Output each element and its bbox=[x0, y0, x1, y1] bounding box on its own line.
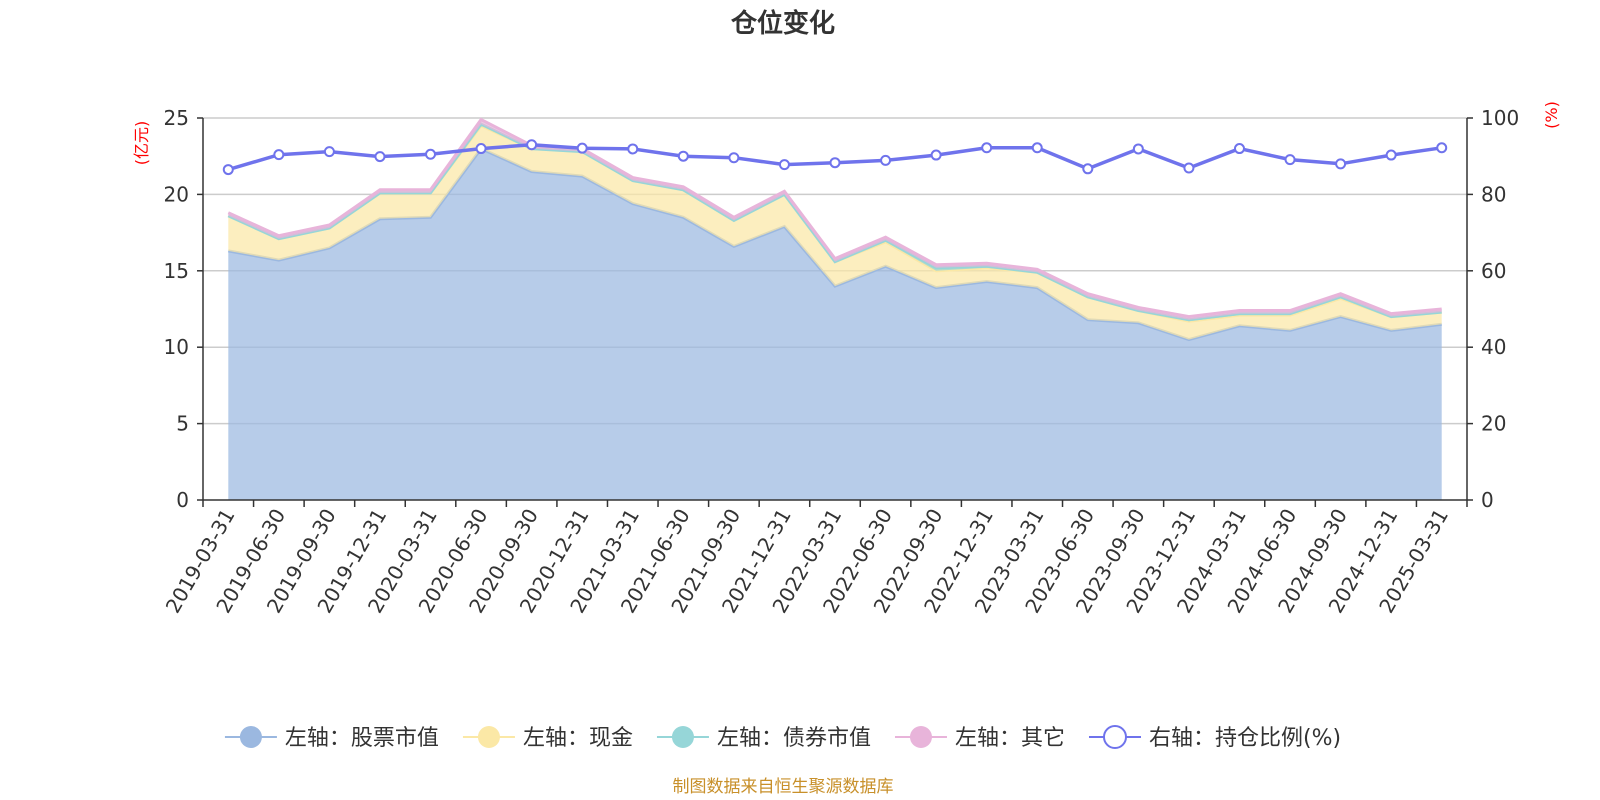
ratio-point[interactable] bbox=[1233, 143, 1245, 155]
ratio-point[interactable] bbox=[374, 151, 386, 163]
right-tick-label: 20 bbox=[1481, 412, 1506, 436]
ratio-point[interactable] bbox=[728, 152, 740, 164]
legend-item[interactable]: 右轴：持仓比例(%) bbox=[1088, 725, 1341, 751]
ratio-point[interactable] bbox=[1031, 142, 1043, 154]
data-source-note: 制图数据来自恒生聚源数据库 bbox=[673, 777, 894, 797]
left-axis-unit: (亿元) bbox=[132, 121, 151, 166]
right-tick-label: 100 bbox=[1481, 106, 1519, 130]
legend-circle-icon bbox=[671, 726, 694, 748]
ratio-point[interactable] bbox=[576, 142, 588, 154]
ratio-point[interactable] bbox=[425, 148, 437, 160]
ratio-point[interactable] bbox=[1132, 143, 1144, 155]
ratio-point[interactable] bbox=[677, 150, 689, 162]
left-tick-label: 5 bbox=[176, 412, 189, 436]
area-左轴：股票市值 bbox=[228, 148, 1442, 500]
left-tick-label: 20 bbox=[164, 182, 189, 206]
holding-ratio-line bbox=[222, 139, 1448, 176]
legend-item[interactable]: 左轴：其它 bbox=[894, 726, 1065, 751]
legend-circle-icon bbox=[477, 726, 500, 748]
ratio-point[interactable] bbox=[1082, 163, 1094, 175]
legend-label: 左轴：股票市值 bbox=[285, 726, 439, 751]
ratio-point[interactable] bbox=[981, 142, 993, 154]
right-tick-label: 0 bbox=[1481, 488, 1494, 512]
legend-label: 右轴：持仓比例(%) bbox=[1149, 726, 1341, 751]
right-axis-unit: (%) bbox=[1542, 101, 1561, 129]
left-tick-label: 15 bbox=[164, 259, 189, 283]
ratio-point[interactable] bbox=[1284, 154, 1296, 166]
legend-item[interactable]: 左轴：债券市值 bbox=[656, 726, 871, 751]
legend-circle-icon bbox=[909, 726, 932, 748]
ratio-point[interactable] bbox=[829, 157, 841, 169]
legend-label: 左轴：其它 bbox=[955, 726, 1065, 751]
area-左轴：现金 bbox=[228, 125, 1442, 340]
right-tick-label: 40 bbox=[1481, 335, 1506, 359]
ratio-point[interactable] bbox=[1385, 149, 1397, 161]
ratio-point[interactable] bbox=[323, 146, 335, 158]
ratio-point[interactable] bbox=[1436, 142, 1448, 154]
ratio-point[interactable] bbox=[627, 143, 639, 155]
ratio-point[interactable] bbox=[930, 149, 942, 161]
stacked-areas bbox=[227, 117, 1442, 500]
legend[interactable]: 左轴：股票市值 左轴：现金 左轴：债券市值 左轴：其它 右轴：持仓比例(%) bbox=[224, 725, 1341, 751]
ratio-point[interactable] bbox=[475, 143, 487, 155]
ratio-point[interactable] bbox=[778, 159, 790, 171]
legend-label: 左轴：现金 bbox=[523, 726, 633, 751]
ratio-point[interactable] bbox=[1183, 162, 1195, 174]
left-tick-label: 10 bbox=[164, 335, 189, 359]
left-tick-label: 0 bbox=[176, 488, 189, 512]
left-tick-label: 25 bbox=[164, 106, 189, 130]
ratio-point[interactable] bbox=[526, 139, 538, 151]
legend-hollow-circle-icon bbox=[1102, 725, 1127, 749]
ratio-point[interactable] bbox=[273, 149, 285, 161]
ratio-point[interactable] bbox=[1335, 158, 1347, 170]
legend-item[interactable]: 左轴：现金 bbox=[462, 726, 633, 751]
right-tick-label: 60 bbox=[1481, 259, 1506, 283]
ratio-point[interactable] bbox=[222, 164, 234, 176]
right-tick-label: 80 bbox=[1481, 182, 1506, 206]
series-line-左轴：其它 bbox=[227, 117, 1442, 319]
chart-title: 仓位变化 bbox=[730, 8, 835, 39]
legend-circle-icon bbox=[239, 726, 262, 748]
ratio-point[interactable] bbox=[880, 154, 892, 166]
legend-label: 左轴：债券市值 bbox=[717, 726, 871, 751]
legend-item[interactable]: 左轴：股票市值 bbox=[224, 726, 439, 751]
